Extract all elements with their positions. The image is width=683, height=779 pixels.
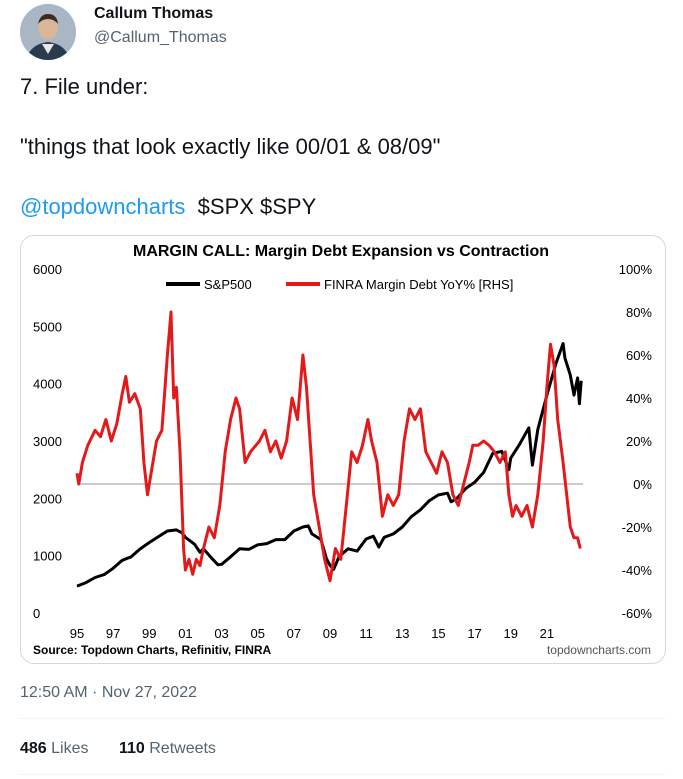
tweet-line-1: 7. File under:: [20, 74, 149, 99]
cashtags: $SPX $SPY: [197, 194, 317, 219]
y-right-tick-label: 60%: [626, 348, 652, 363]
x-tick-label: 99: [142, 626, 156, 641]
x-tick-label: 11: [359, 626, 373, 641]
x-tick-label: 15: [431, 626, 445, 641]
likes-count: 486: [20, 740, 47, 757]
retweets-stat[interactable]: 110 Retweets: [119, 740, 216, 758]
avatar-portrait-icon: [20, 4, 76, 60]
retweets-label: Retweets: [149, 740, 216, 757]
chart-title: MARGIN CALL: Margin Debt Expansion vs Co…: [133, 243, 549, 260]
engagement-stats: 486 Likes 110 Retweets: [20, 740, 242, 758]
y-right-tick-label: 100%: [619, 262, 653, 277]
y-right-tick-label: 80%: [626, 305, 652, 320]
mention-link[interactable]: @topdowncharts: [20, 194, 186, 219]
y-right-tick-label: -40%: [622, 563, 653, 578]
legend-label: S&P500: [204, 277, 252, 292]
y-right-tick-label: -60%: [622, 606, 653, 621]
divider: [20, 718, 665, 719]
tweet-timestamp[interactable]: 12:50 AM · Nov 27, 2022: [20, 684, 197, 701]
x-tick-label: 07: [287, 626, 301, 641]
y-right-tick-label: 40%: [626, 391, 652, 406]
likes-stat[interactable]: 486 Likes: [20, 740, 89, 758]
margin-debt-line: [75, 310, 582, 583]
x-tick-label: 19: [503, 626, 517, 641]
likes-label: Likes: [51, 740, 89, 757]
x-tick-label: 21: [540, 626, 554, 641]
tweet-line-2: "things that look exactly like 00/01 & 0…: [20, 134, 441, 159]
retweets-count: 110: [118, 740, 145, 757]
y-right-tick-label: 20%: [626, 434, 652, 449]
tweet-line-3: @topdowncharts $SPX $SPY: [20, 192, 316, 222]
chart-watermark: topdowncharts.com: [547, 643, 651, 657]
author-handle[interactable]: @Callum_Thomas: [94, 29, 227, 46]
divider: [20, 774, 665, 775]
y-right-tick-label: -20%: [622, 520, 653, 535]
y-left-tick-label: 1000: [33, 549, 62, 564]
chart-legend: S&P500 FINRA Margin Debt YoY% [RHS]: [166, 277, 513, 292]
y-left-tick-label: 3000: [33, 434, 62, 449]
y-left-tick-label: 2000: [33, 491, 62, 506]
x-tick-label: 03: [214, 626, 228, 641]
x-tick-label: 01: [178, 626, 192, 641]
y-left-tick-label: 0: [33, 606, 40, 621]
x-axis: 95 97 99 01 03 05 07 09 11 13 15 17 19 21: [70, 483, 583, 641]
x-tick-label: 17: [467, 626, 481, 641]
chart-image[interactable]: MARGIN CALL: Margin Debt Expansion vs Co…: [20, 235, 666, 664]
x-tick-label: 95: [70, 626, 84, 641]
chart-series: [75, 310, 583, 588]
y-left-tick-label: 6000: [33, 262, 62, 277]
x-tick-label: 13: [395, 626, 409, 641]
left-axis: 0 1000 2000 3000 4000 5000 6000: [33, 262, 62, 621]
chart-source: Source: Topdown Charts, Refinitiv, FINRA: [33, 643, 272, 657]
legend-label: FINRA Margin Debt YoY% [RHS]: [324, 277, 513, 292]
margin-debt-chart: MARGIN CALL: Margin Debt Expansion vs Co…: [33, 243, 653, 657]
y-left-tick-label: 5000: [33, 319, 62, 334]
y-left-tick-label: 4000: [33, 377, 62, 392]
right-axis: -60% -40% -20% 0% 20% 40% 60% 80% 100%: [619, 262, 653, 621]
x-tick-label: 05: [250, 626, 264, 641]
author-name[interactable]: Callum Thomas: [94, 5, 214, 22]
avatar[interactable]: [20, 4, 76, 60]
x-tick-label: 09: [323, 626, 337, 641]
x-tick-label: 97: [106, 626, 120, 641]
y-right-tick-label: 0%: [633, 477, 652, 492]
